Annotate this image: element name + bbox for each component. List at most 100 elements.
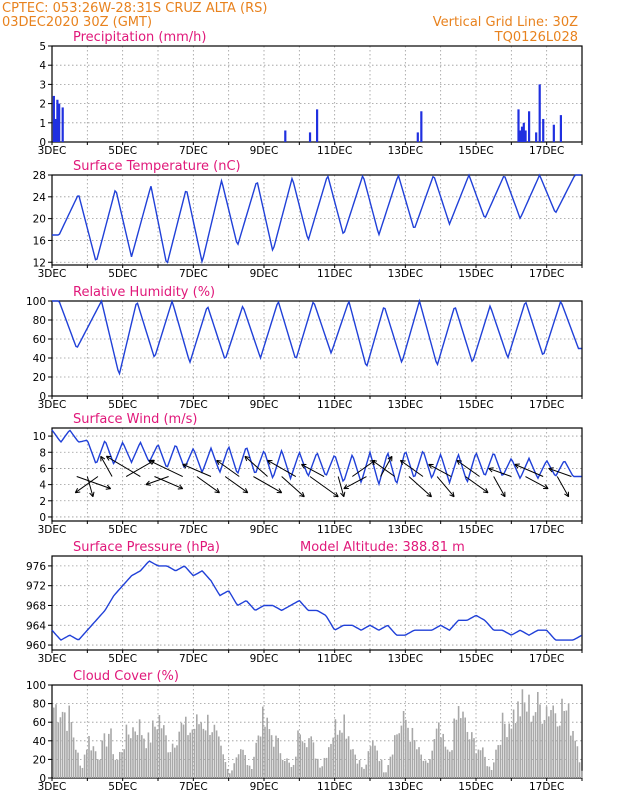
cloud-bar [68, 705, 70, 778]
cloud-bar [563, 710, 565, 778]
precip-bar [520, 126, 524, 142]
cloud-bar [482, 747, 484, 778]
precip-bar [517, 109, 520, 142]
cloud-bar [220, 745, 222, 778]
y-tick-label: 40 [33, 736, 46, 748]
wind-vector-head [500, 491, 506, 498]
cloud-bar [530, 721, 532, 778]
cloud-bar [97, 759, 99, 778]
cloud-bar [288, 762, 290, 778]
cloud-bar [83, 754, 86, 778]
x-tick-label: 7DEC [179, 781, 208, 793]
cloud-bar [466, 731, 469, 778]
cloud-bar [570, 735, 572, 778]
cloud-bar [413, 740, 416, 778]
precip-bar [542, 118, 545, 142]
cloud-bar [75, 749, 77, 778]
cloud-bar [345, 738, 348, 778]
cloud-bar [550, 710, 552, 778]
x-tick-label: 7DEC [179, 653, 208, 665]
cloud-bar [572, 730, 574, 778]
cloud-bar [391, 754, 394, 778]
cloud-bar [297, 730, 299, 778]
x-tick-label: 11DEC [317, 268, 352, 280]
wind-vector-head [182, 463, 188, 469]
x-tick-label: 11DEC [317, 399, 352, 411]
x-tick-label: 17DEC [529, 653, 564, 665]
precip-bar [52, 95, 55, 142]
x-tick-label: 9DEC [250, 145, 279, 157]
cloud-bar [374, 745, 376, 778]
cloud-bar [440, 737, 442, 778]
cloud-bar [182, 724, 185, 778]
cloud-bar [495, 749, 497, 778]
cloud-bar [178, 731, 180, 778]
wind-vector-head [244, 455, 250, 462]
wind-vector [267, 459, 297, 477]
cloud-bar [66, 730, 68, 778]
cloud-bar [383, 772, 385, 778]
cloud-bar [552, 705, 554, 778]
pressure-panel: 960 964 968 972 976 3DEC 5DEC 7DEC 9DEC 11DEC 13DE… [26, 540, 583, 665]
cloud-bar [323, 757, 326, 778]
cloud-bar [130, 738, 132, 778]
cloud-bar [108, 733, 110, 778]
cloud-bar [561, 698, 563, 778]
wind-vector [244, 455, 268, 477]
panel-frame [51, 555, 583, 651]
wind-vector-head [514, 463, 520, 469]
panel-title: Cloud Cover (%) [73, 669, 179, 684]
x-tick-label: 5DEC [108, 653, 137, 665]
precip-bar [522, 122, 525, 142]
cloud-bar [222, 754, 224, 778]
cloud-bar [545, 706, 548, 778]
y-tick-label: 1 [39, 118, 46, 130]
y-tick-label: 100 [26, 296, 46, 308]
cloud-bar [174, 747, 176, 778]
cloud-bar [515, 723, 517, 778]
y-tick-label: 2 [39, 99, 46, 111]
cloud-bar [277, 738, 279, 778]
cloud-bar [541, 723, 543, 778]
cloud-bar [578, 762, 581, 778]
cloud-bar [94, 751, 97, 778]
x-tick-label: 9DEC [250, 268, 279, 280]
cloud-bar [460, 718, 462, 778]
x-tick-label: 15DEC [458, 145, 493, 157]
x-tick-label: 7DEC [179, 268, 208, 280]
wind-vector [281, 476, 305, 498]
panel-title: Surface Pressure (hPa) [73, 540, 220, 555]
cloud-bar [581, 770, 583, 778]
x-tick-label: 7DEC [179, 145, 208, 157]
cloud-bar [396, 734, 398, 778]
cloud-bar [268, 729, 271, 778]
y-tick-label: 3 [39, 79, 46, 91]
y-tick-label: 976 [26, 561, 46, 573]
y-tick-label: 80 [33, 699, 46, 711]
cloud-bar [521, 689, 524, 778]
cloud-bar [119, 751, 121, 778]
cloud-bar [427, 762, 429, 778]
cloud-bar [266, 717, 268, 778]
cloud-bar [539, 704, 541, 778]
cloud-bar [380, 759, 383, 778]
precip-bar [519, 130, 522, 142]
cloud-bar [138, 719, 141, 778]
wind-vector [408, 476, 432, 498]
cloud-bar [407, 727, 409, 778]
cloud-bar [284, 761, 286, 778]
temperature-line [52, 173, 582, 265]
cloud-bar [394, 735, 396, 778]
x-tick-label: 3DEC [38, 781, 67, 793]
cloud-bar [196, 714, 198, 778]
y-tick-label: 0 [39, 137, 46, 149]
wind-vector [216, 459, 240, 477]
cloud-bar [435, 728, 438, 778]
cloud-bar [132, 727, 134, 778]
y-tick-label: 0 [39, 391, 46, 403]
cloud-bar [328, 747, 330, 778]
cloud-bar [171, 743, 174, 778]
cloud-bar [339, 730, 341, 778]
humidity-line [52, 298, 582, 376]
cloud-bar [361, 767, 363, 778]
